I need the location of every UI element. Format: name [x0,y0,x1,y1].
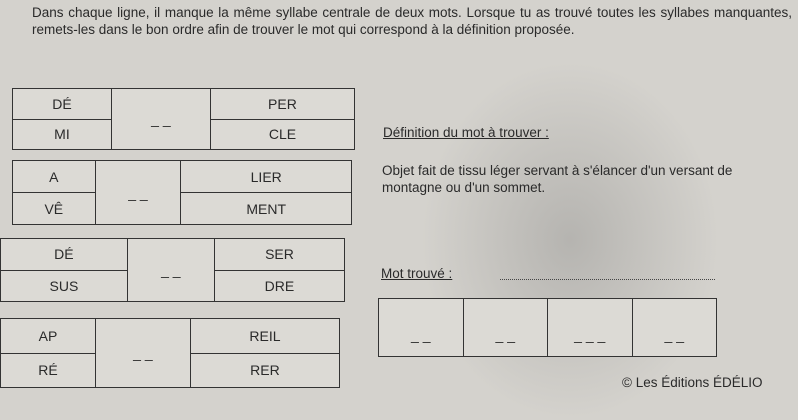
cell: RER [189,352,341,388]
cell: SUS [0,269,128,302]
cell: MI [12,118,112,150]
blank-cell[interactable]: _ _ [94,160,182,225]
shadow [420,60,720,420]
found-label: Mot trouvé : [381,266,452,281]
syllable-grid-4: AP _ _ REIL RÉ RER [0,318,341,388]
cell: REIL [189,318,341,354]
cell: DÉ [12,88,112,120]
definition-text: Objet fait de tissu léger servant à s'él… [382,163,733,195]
cell: CLE [209,118,356,150]
answer-grid: _ _ _ _ _ _ _ _ _ [378,298,717,357]
answer-cell[interactable]: _ _ _ [547,298,633,357]
cell: SER [213,238,346,271]
cell: DRE [213,269,346,302]
answer-cell[interactable]: _ _ [462,298,548,357]
cell: RÉ [0,352,96,388]
cell: A [12,160,96,193]
cell: VÊ [12,192,96,225]
blank-cell[interactable]: _ _ [110,88,211,150]
instructions: Dans chaque ligne, il manque la même syl… [32,5,792,37]
cell: LIER [180,160,352,193]
copyright: © Les Éditions ÉDÉLIO [622,375,763,390]
definition-title: Définition du mot à trouver : [383,125,549,140]
answer-cell[interactable]: _ _ [631,298,717,357]
cell: PER [209,88,356,120]
syllable-grid-3: DÉ _ _ SER SUS DRE [0,238,346,302]
syllable-grid-2: A _ _ LIER VÊ MENT [12,160,352,225]
blank-cell[interactable]: _ _ [94,318,191,388]
syllable-grid-1: DÉ _ _ PER MI CLE [12,88,356,150]
cell: AP [0,318,96,354]
found-answer-line[interactable] [500,279,715,280]
found-label-text: Mot trouvé : [381,266,453,281]
cell: MENT [180,192,352,225]
blank-cell[interactable]: _ _ [126,238,215,302]
answer-cell[interactable]: _ _ [378,298,464,357]
cell: DÉ [0,238,128,271]
